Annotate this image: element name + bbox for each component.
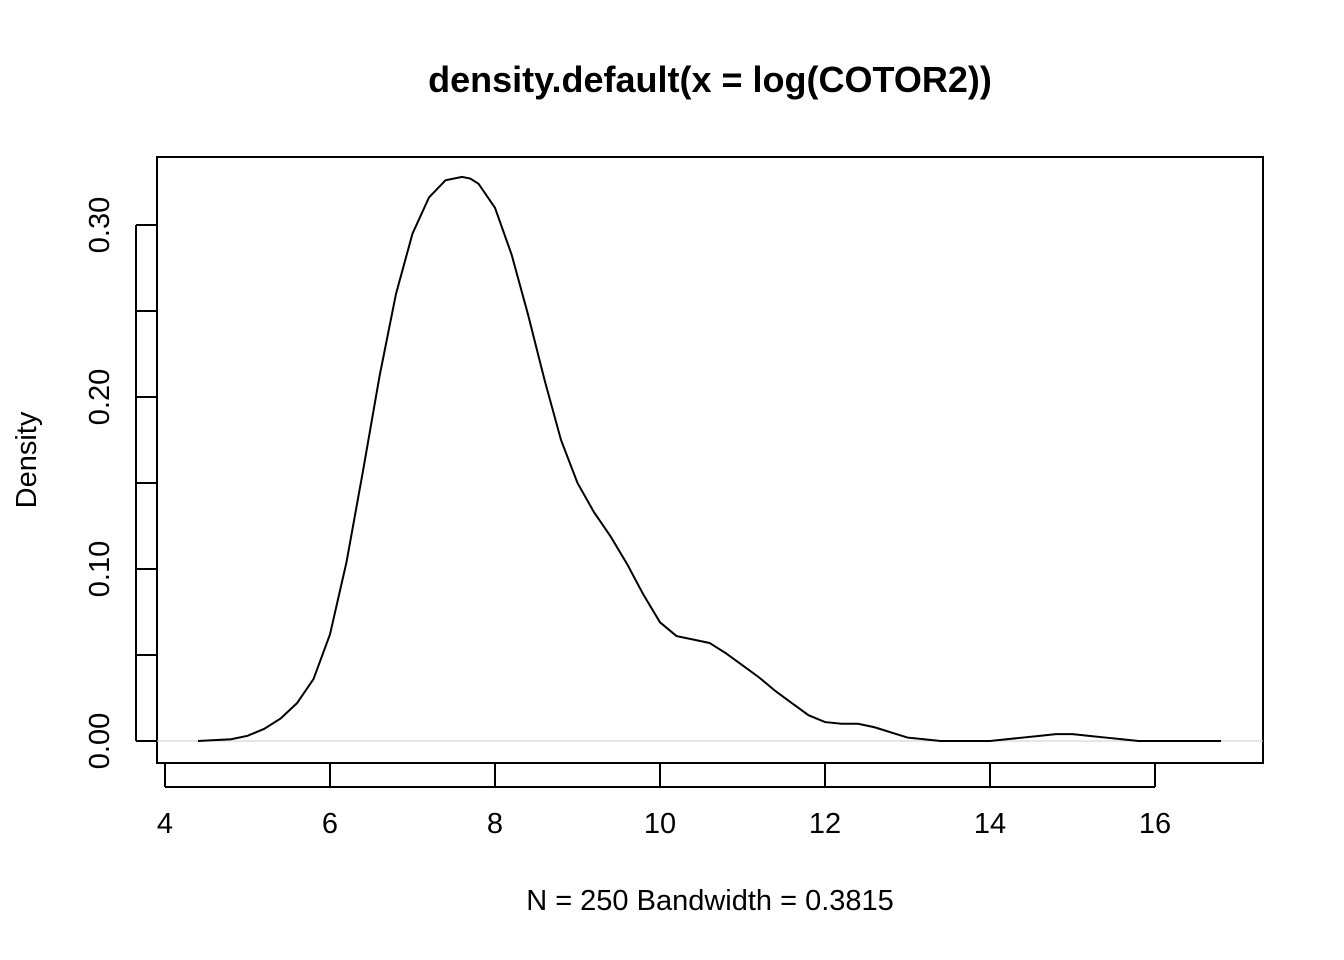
x-tick-label: 14 [974, 808, 1006, 840]
x-tick-label: 10 [644, 808, 676, 840]
y-axis: 0.00 0.10 0.20 0.30 [84, 197, 157, 769]
y-tick-label: 0.30 [84, 197, 116, 253]
y-tick-label: 0.00 [84, 713, 116, 769]
x-axis-label: N = 250 Bandwidth = 0.3815 [526, 885, 894, 917]
y-axis-label: Density [11, 411, 43, 508]
y-tick-label: 0.10 [84, 541, 116, 597]
x-tick-label: 4 [157, 808, 173, 840]
plot-frame [156, 156, 1264, 764]
chart-title: density.default(x = log(COTOR2)) [428, 59, 992, 100]
y-tick-label: 0.20 [84, 369, 116, 425]
x-tick-label: 8 [487, 808, 503, 840]
x-tick-label: 6 [322, 808, 338, 840]
x-tick-label: 12 [809, 808, 841, 840]
density-curve [197, 175, 1221, 742]
x-axis: 4 6 8 10 12 14 16 [157, 763, 1171, 840]
x-tick-label: 16 [1139, 808, 1171, 840]
